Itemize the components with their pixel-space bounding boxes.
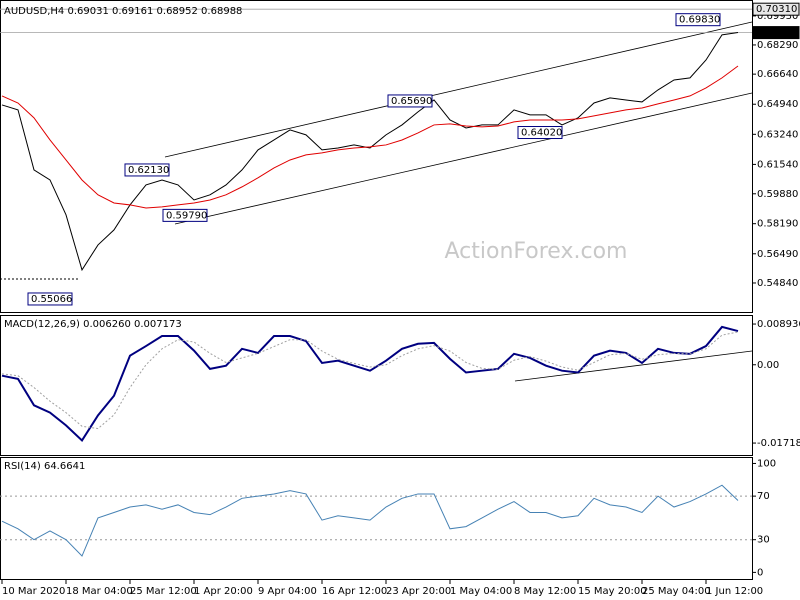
y-tick-label: 0.008936 [757, 319, 800, 330]
x-tick-label: 1 Apr 20:00 [194, 586, 253, 597]
x-tick-label: 8 May 12:00 [514, 586, 576, 597]
y-tick-label: 0.56490 [757, 249, 798, 260]
x-tick-label: 25 May 04:00 [642, 586, 711, 597]
channel-lower [174, 92, 753, 225]
annotation-label: 0.64020 [521, 128, 562, 139]
y-tick-label: 0.00 [757, 360, 779, 371]
y-tick-label: 100 [757, 458, 776, 469]
annotation-box [675, 13, 721, 27]
y-tick-label: 0.68290 [757, 40, 798, 51]
series-line [1, 32, 739, 272]
x-tick-label: 1 Jun 12:00 [706, 586, 763, 597]
macd-pane [0, 315, 753, 456]
annotation-box [162, 208, 208, 222]
watermark: ActionForex.com [445, 239, 628, 264]
annotation-box [27, 292, 73, 306]
annotation-box [124, 163, 170, 177]
y-tick-label: 0.63240 [757, 129, 798, 140]
macd-trendline [514, 350, 753, 382]
main-pane [0, 0, 753, 313]
price-label-box [752, 2, 800, 16]
channel-upper [164, 21, 753, 158]
x-tick-label: 16 Apr 12:00 [322, 586, 387, 597]
pane-title: RSI(14) 64.6641 [4, 461, 85, 472]
annotation-label: 0.69830 [679, 15, 720, 26]
y-tick-label: 0 [757, 567, 763, 578]
series-line [1, 325, 739, 442]
annotation-label: 0.59790 [166, 210, 207, 221]
y-tick-label: -0.01718 [757, 438, 800, 449]
y-tick-label: 0.61540 [757, 159, 798, 170]
x-tick-label: 1 May 04:00 [450, 586, 512, 597]
price-label: 0.68988 [756, 28, 797, 39]
y-tick-label: 0.69930 [757, 11, 798, 22]
price-label-box [752, 26, 800, 40]
annotation-box [517, 126, 563, 140]
y-tick-label: 0.58190 [757, 219, 798, 230]
rsi-pane [0, 457, 753, 580]
y-tick-label: 0.59880 [757, 189, 798, 200]
annotation-label: 0.55066 [31, 294, 72, 305]
x-tick-label: 9 Apr 04:00 [258, 586, 317, 597]
x-tick-label: 18 Mar 04:00 [66, 586, 133, 597]
y-tick-label: 0.66640 [757, 69, 798, 80]
x-tick-label: 25 Mar 12:00 [130, 586, 197, 597]
y-tick-label: 70 [757, 491, 770, 502]
series-line [1, 65, 739, 209]
pane-title: AUDUSD,H4 0.69031 0.69161 0.68952 0.6898… [4, 6, 242, 17]
x-tick-label: 15 May 20:00 [578, 586, 647, 597]
x-tick-label: 23 Apr 20:00 [386, 586, 451, 597]
annotation-label: 0.65690 [391, 96, 432, 107]
y-tick-label: 0.64940 [757, 99, 798, 110]
y-tick-label: 30 [757, 535, 770, 546]
x-tick-label: 10 Mar 2020 [2, 586, 65, 597]
pane-title: MACD(12,26,9) 0.006260 0.007173 [4, 319, 182, 330]
series-line [1, 331, 739, 430]
series-line [1, 484, 739, 557]
annotation-box [387, 94, 433, 108]
annotation-label: 0.62130 [128, 165, 169, 176]
price-label: 0.70310 [756, 4, 797, 15]
y-tick-label: 0.54840 [757, 278, 798, 289]
